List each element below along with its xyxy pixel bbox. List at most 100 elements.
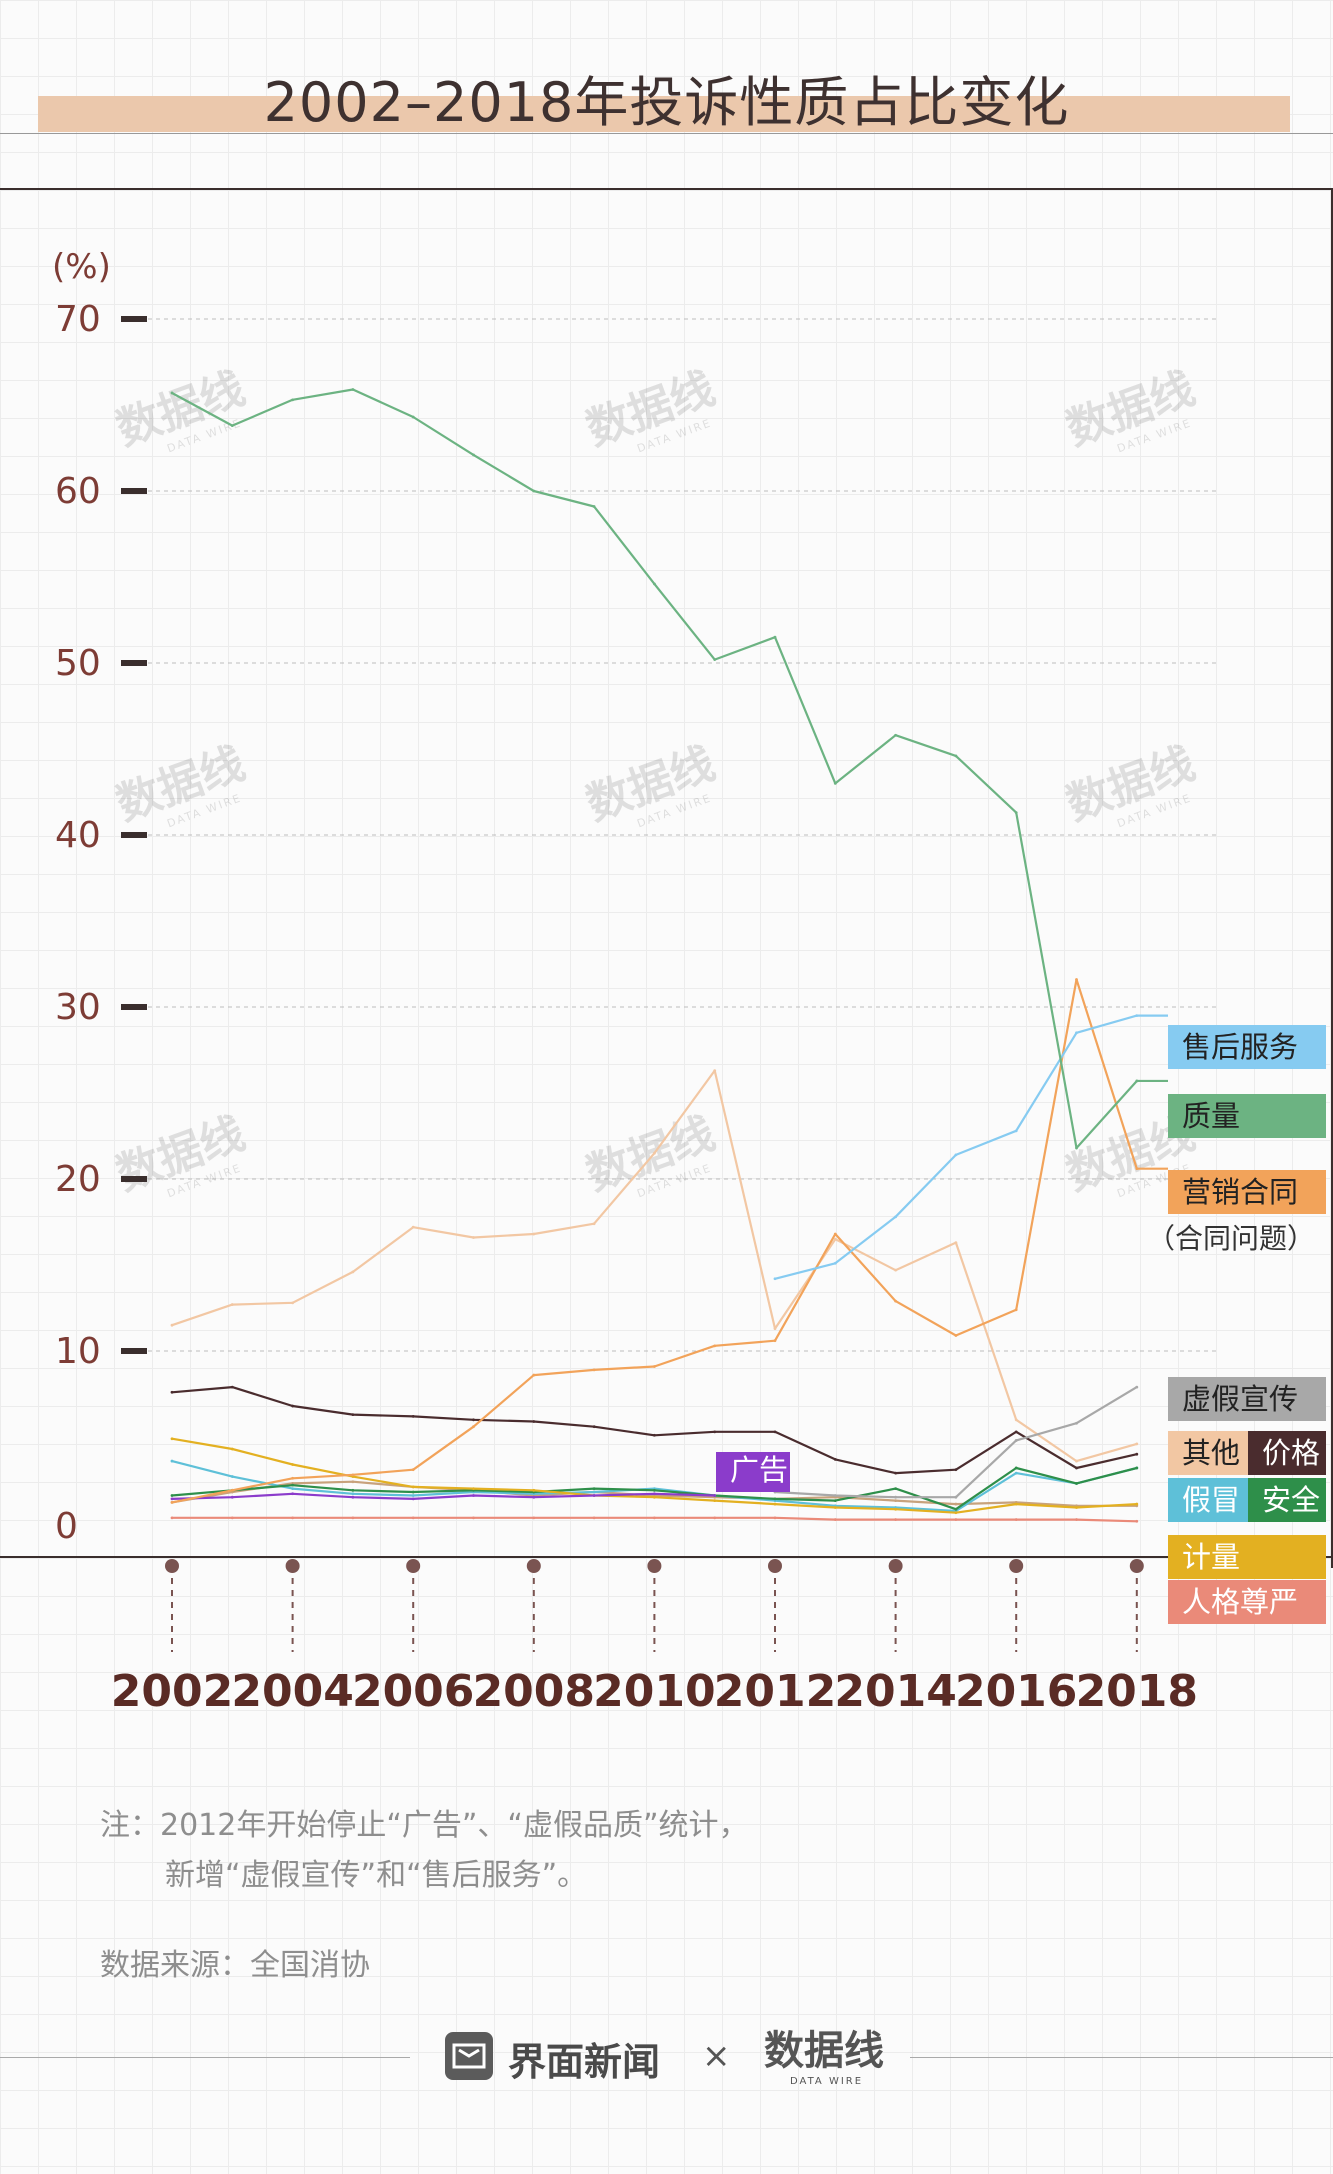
y-tick-label: 70 [55, 299, 101, 340]
data-point-price [1075, 1466, 1078, 1470]
data-point-safety [592, 1487, 596, 1490]
data-point-fake_quality [1075, 1459, 1078, 1463]
x-tick-label: 2004 [231, 1666, 353, 1717]
series-lines [170, 388, 1168, 1523]
data-point-quality [472, 453, 475, 457]
legend-price-label: 价格 [1262, 1436, 1320, 1470]
data-point-safety [170, 1494, 174, 1497]
legend-counterfeit-swatch [1168, 1478, 1248, 1522]
legend-price-swatch [1248, 1431, 1326, 1475]
data-point-fake_quality [773, 1327, 777, 1331]
x-tick-dot [285, 1559, 300, 1573]
data-point-dignity [954, 1518, 958, 1521]
legend-advertising-label: 广告 [730, 1453, 788, 1487]
x-tick-label: 2018 [1076, 1666, 1198, 1717]
x-tick-label: 2016 [955, 1666, 1077, 1717]
x-tick-label: 2010 [593, 1666, 715, 1717]
data-point-price [411, 1414, 415, 1418]
y-tick-mark [121, 488, 147, 494]
x-tick-dot [526, 1559, 541, 1573]
data-point-after_sales [894, 1215, 897, 1219]
data-point-quality [351, 388, 355, 391]
data-point-dignity [1014, 1518, 1018, 1521]
data-point-counterfeit [291, 1487, 294, 1490]
legend-marketing-contract-label: 营销合同 [1182, 1175, 1298, 1209]
x-tick-dot [888, 1559, 903, 1573]
data-point-marketing_contract [472, 1425, 475, 1429]
legend-other-swatch [1168, 1431, 1248, 1475]
data-point-dignity [230, 1516, 234, 1520]
y-tick-mark [121, 660, 147, 666]
chart-frame-right [1331, 188, 1333, 1568]
data-point-fake_quality [472, 1236, 475, 1239]
data-point-counterfeit [411, 1494, 415, 1497]
data-point-metering [713, 1499, 717, 1503]
series-line-false_ad [774, 1386, 1138, 1499]
data-point-metering [291, 1463, 294, 1466]
y-tick-mark [121, 1176, 147, 1182]
y-tick-label: 40 [55, 815, 101, 856]
data-point-safety [894, 1487, 897, 1490]
data-point-price [230, 1385, 234, 1389]
data-point-safety [653, 1488, 656, 1492]
data-point-quality [411, 415, 415, 419]
data-point-dignity [713, 1516, 717, 1520]
y-axis: 70 60 50 40 30 20 10 0 (%) [52, 247, 147, 1547]
jiemian-logo-text: 界面新闻 [508, 2040, 661, 2084]
data-point-quality [1075, 1146, 1078, 1150]
data-point-false_ad [833, 1494, 837, 1497]
data-point-quality [653, 582, 656, 586]
data-point-after_sales [833, 1261, 837, 1265]
data-point-metering [653, 1495, 656, 1499]
chart-title: 2002–2018年投诉性质占比变化 [263, 71, 1070, 134]
legend-after-sales-swatch [1168, 1025, 1326, 1069]
data-point-price [773, 1430, 777, 1434]
series-line-advertising [171, 1492, 715, 1501]
data-point-false_ad [954, 1495, 958, 1499]
data-point-dignity [833, 1518, 837, 1521]
legend-quality-swatch [1168, 1094, 1326, 1138]
data-point-safety [291, 1483, 294, 1487]
data-point-metering [1135, 1502, 1139, 1506]
data-point-metering [1075, 1506, 1078, 1509]
legend-dignity-label: 人格尊严 [1182, 1585, 1298, 1619]
data-point-counterfeit [592, 1490, 596, 1494]
y-tick-label: 0 [55, 1506, 78, 1547]
data-point-dignity [894, 1518, 897, 1521]
data-point-price [592, 1425, 596, 1429]
y-tick-label: 20 [55, 1159, 101, 1200]
legend-metering-swatch [1168, 1535, 1326, 1579]
data-point-marketing_contract [291, 1476, 294, 1480]
legend-false-ad-swatch [1168, 1377, 1326, 1421]
data-point-fake_quality [954, 1241, 958, 1245]
series-line-metering [171, 1437, 1137, 1514]
data-point-price [713, 1430, 717, 1434]
data-point-advertising [532, 1495, 536, 1499]
title-band [38, 96, 1290, 132]
data-point-after_sales [1014, 1129, 1018, 1133]
footer-divider-right [910, 2057, 1333, 2058]
data-point-price [532, 1420, 536, 1423]
data-point-advertising [291, 1492, 294, 1496]
data-point-marketing_contract [954, 1334, 958, 1337]
data-point-metering [230, 1447, 234, 1451]
legend-false-ad-label: 虚假宣传 [1182, 1382, 1298, 1416]
x-tick-dot [165, 1559, 179, 1573]
legend-safety-swatch [1248, 1478, 1326, 1522]
data-point-price [954, 1468, 958, 1472]
legend-counterfeit-label: 假冒 [1182, 1483, 1240, 1517]
data-point-marketing_contract [230, 1488, 234, 1492]
series-line-price [171, 1385, 1138, 1475]
x-tick-label: 2008 [473, 1666, 595, 1717]
data-point-dignity [170, 1516, 174, 1520]
datawire-logo-sub: DATA WIRE [790, 2076, 863, 2087]
title-divider [0, 133, 1333, 134]
data-point-false_ad [894, 1495, 897, 1499]
data-point-safety [833, 1499, 837, 1503]
series-line-marketing_contract [171, 978, 1138, 1504]
legend-safety-label: 安全 [1262, 1483, 1320, 1517]
y-tick-mark [121, 1348, 147, 1354]
